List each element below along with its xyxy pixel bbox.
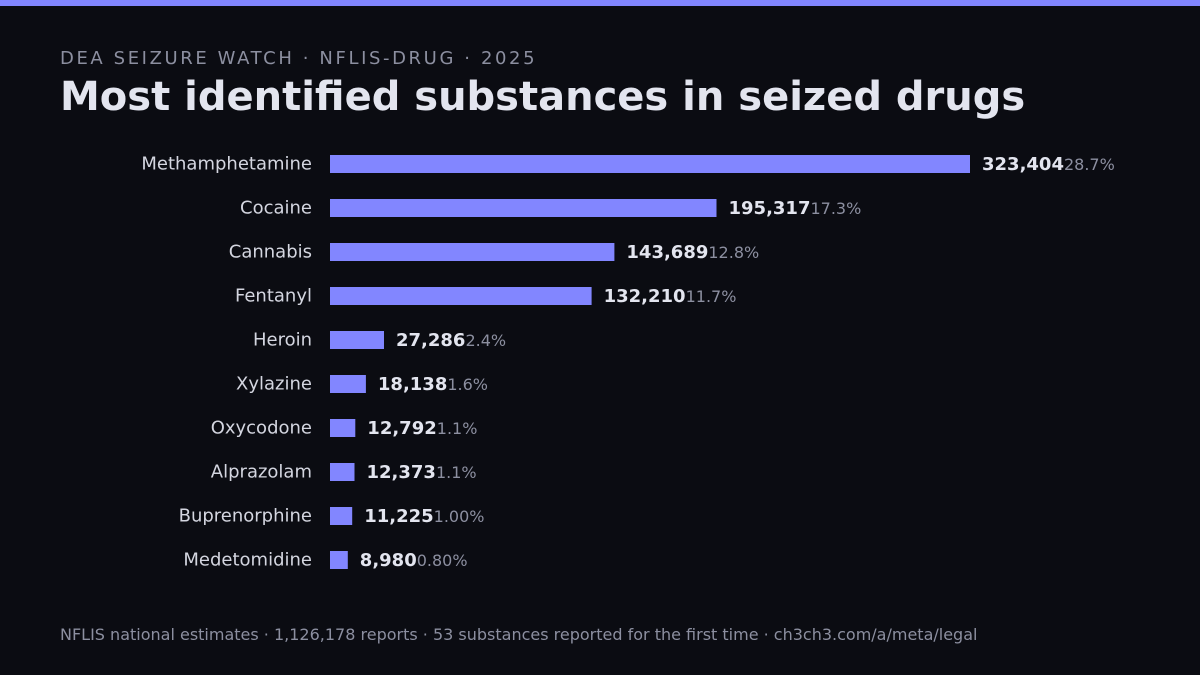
value-label: 12,792 — [367, 418, 436, 439]
data-label: 195,31717.3% — [729, 198, 862, 219]
category-label: Medetomidine — [183, 550, 312, 571]
category-label: Oxycodone — [211, 418, 312, 439]
bar — [330, 199, 717, 217]
percent-label: 11.7% — [686, 287, 737, 306]
category-label: Alprazolam — [211, 462, 312, 483]
value-label: 8,980 — [360, 550, 417, 571]
percent-label: 17.3% — [810, 199, 861, 218]
data-label: 132,21011.7% — [604, 286, 737, 307]
percent-label: 28.7% — [1064, 155, 1115, 174]
data-label: 143,68912.8% — [626, 242, 759, 263]
percent-label: 1.00% — [434, 507, 485, 526]
category-label: Cannabis — [229, 242, 312, 263]
value-label: 18,138 — [378, 374, 447, 395]
data-label: 8,9800.80% — [360, 550, 468, 571]
bar — [330, 243, 615, 261]
data-label: 11,2251.00% — [364, 506, 484, 527]
bar — [330, 463, 355, 481]
percent-label: 0.80% — [417, 551, 468, 570]
bar — [330, 551, 348, 569]
percent-label: 1.6% — [447, 375, 488, 394]
chart-footer: NFLIS national estimates · 1,126,178 rep… — [60, 625, 978, 644]
value-label: 143,689 — [626, 242, 708, 263]
data-label: 12,7921.1% — [367, 418, 477, 439]
bar — [330, 419, 356, 437]
data-label: 27,2862.4% — [396, 330, 506, 351]
percent-label: 1.1% — [437, 419, 478, 438]
category-label: Cocaine — [240, 198, 312, 219]
percent-label: 1.1% — [436, 463, 477, 482]
percent-label: 2.4% — [465, 331, 506, 350]
bar — [330, 375, 366, 393]
value-label: 323,404 — [982, 154, 1064, 175]
category-label: Heroin — [253, 330, 312, 351]
value-label: 11,225 — [364, 506, 433, 527]
value-label: 27,286 — [396, 330, 465, 351]
value-label: 12,373 — [367, 462, 436, 483]
value-label: 195,317 — [729, 198, 811, 219]
chart-title: Most identified substances in seized dru… — [60, 74, 1026, 120]
bar — [330, 155, 970, 173]
category-label: Fentanyl — [235, 286, 312, 307]
chart-kicker: DEA SEIZURE WATCH · NFLIS-DRUG · 2025 — [60, 48, 538, 69]
category-label: Buprenorphine — [179, 506, 312, 527]
category-label: Xylazine — [236, 374, 312, 395]
category-label: Methamphetamine — [141, 154, 312, 175]
value-label: 132,210 — [604, 286, 686, 307]
bar — [330, 507, 353, 525]
bar — [330, 331, 384, 349]
data-label: 323,40428.7% — [982, 154, 1115, 175]
data-label: 18,1381.6% — [378, 374, 488, 395]
percent-label: 12.8% — [708, 243, 759, 262]
data-label: 12,3731.1% — [367, 462, 477, 483]
top-accent-bar — [0, 0, 1200, 6]
bar — [330, 287, 592, 305]
